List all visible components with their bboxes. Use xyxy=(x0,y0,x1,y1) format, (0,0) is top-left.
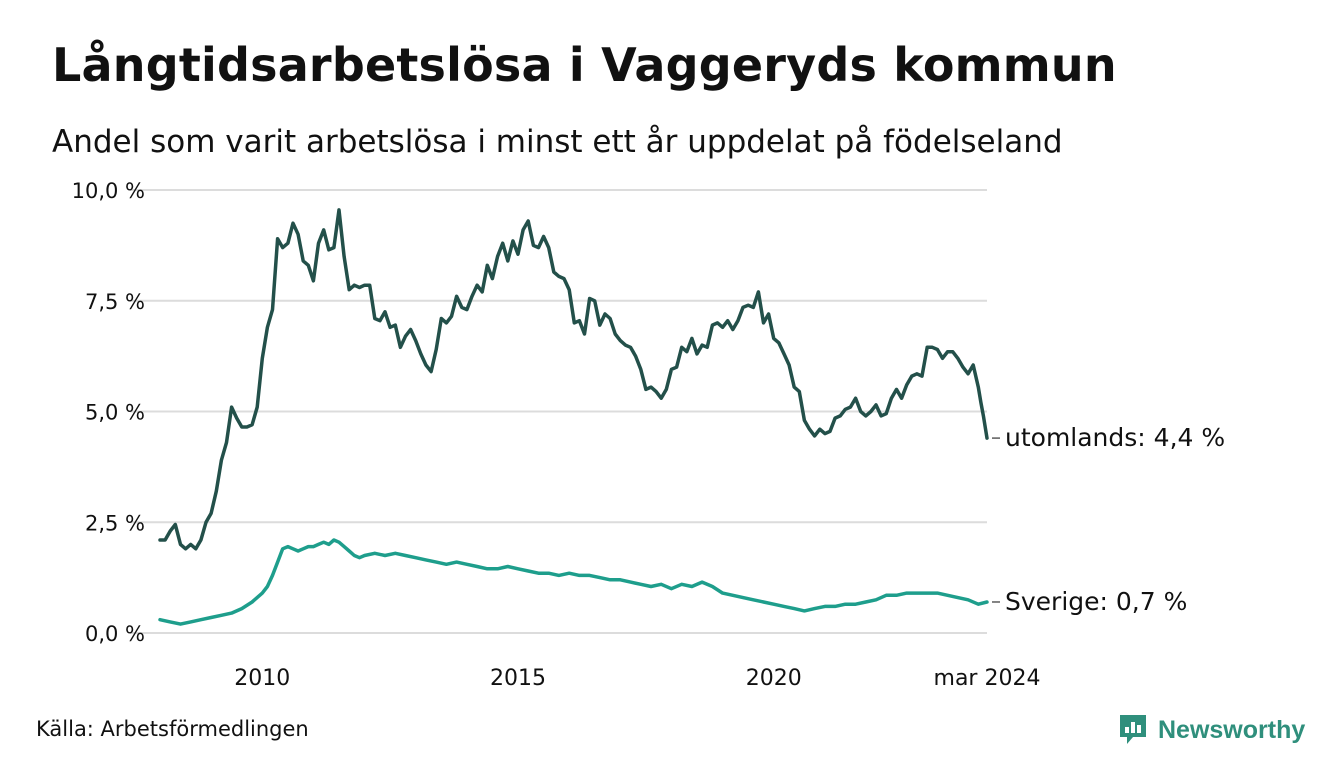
y-tick-label: 2,5 % xyxy=(85,511,145,535)
y-tick-label: 5,0 % xyxy=(85,401,145,425)
y-axis-ticks: 0,0 % 2,5 % 5,0 % 7,5 % 10,0 % xyxy=(72,179,145,646)
series-end-labels: utomlands: 4,4 % Sverige: 0,7 % xyxy=(992,423,1225,616)
x-tick-label: 2020 xyxy=(746,666,802,691)
series-lines xyxy=(158,208,989,626)
series-end-label-utomlands: utomlands: 4,4 % xyxy=(1005,423,1225,452)
source-credit: Källa: Arbetsförmedlingen xyxy=(36,717,309,741)
chart-title: Långtidsarbetslösa i Vaggeryds kommun xyxy=(52,38,1117,92)
newsworthy-logo: Newsworthy xyxy=(1118,713,1305,747)
newsworthy-logo-icon xyxy=(1120,715,1146,744)
x-tick-label: 2015 xyxy=(490,666,546,691)
x-tick-label: 2010 xyxy=(234,666,290,691)
y-tick-label: 10,0 % xyxy=(72,179,145,203)
x-axis-ticks: 2010 2015 2020 mar 2024 xyxy=(234,666,1040,691)
brand-name: Newsworthy xyxy=(1158,715,1306,744)
series-line-sverige xyxy=(158,538,989,626)
series-end-label-sverige: Sverige: 0,7 % xyxy=(1005,587,1187,616)
x-tick-label: mar 2024 xyxy=(934,666,1041,691)
chart-subtitle: Andel som varit arbetslösa i minst ett å… xyxy=(52,124,1063,160)
y-tick-label: 7,5 % xyxy=(85,290,145,314)
grid-lines xyxy=(130,189,987,634)
series-line-utomlands xyxy=(158,208,989,551)
y-tick-label: 0,0 % xyxy=(85,622,145,646)
